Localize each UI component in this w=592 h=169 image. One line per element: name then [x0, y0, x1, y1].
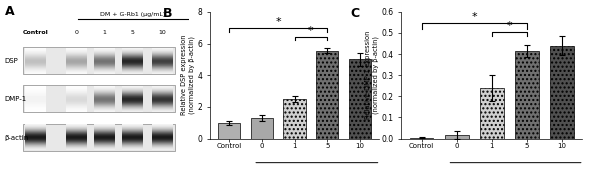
- Text: 0: 0: [75, 30, 79, 35]
- Text: *: *: [471, 12, 477, 22]
- Bar: [284, 99, 305, 139]
- Text: *: *: [275, 17, 281, 27]
- Bar: [445, 135, 468, 139]
- Bar: [24, 124, 175, 151]
- Text: DM + G-Rb1 (μg/mL): DM + G-Rb1 (μg/mL): [100, 12, 165, 17]
- Text: Control: Control: [22, 30, 49, 35]
- Text: C: C: [351, 7, 360, 20]
- Text: *: *: [506, 21, 512, 31]
- Bar: [515, 51, 539, 139]
- Bar: [218, 123, 240, 139]
- Bar: [24, 47, 175, 74]
- Bar: [550, 46, 574, 139]
- Text: 10: 10: [159, 30, 166, 35]
- Text: DSP: DSP: [5, 58, 18, 64]
- Text: 5: 5: [131, 30, 134, 35]
- Bar: [349, 59, 371, 139]
- Y-axis label: Relative DMP-1 expression
(normalized by β-actin): Relative DMP-1 expression (normalized by…: [365, 31, 379, 119]
- Bar: [410, 138, 433, 139]
- Y-axis label: Relative DSP expression
(normalized by β-actin): Relative DSP expression (normalized by β…: [181, 35, 195, 115]
- Bar: [24, 85, 175, 112]
- Text: *: *: [308, 26, 314, 36]
- Bar: [250, 118, 273, 139]
- Text: β-actin: β-actin: [5, 135, 29, 141]
- Text: 1: 1: [102, 30, 107, 35]
- Text: DMP-1: DMP-1: [5, 96, 27, 102]
- Text: B: B: [163, 7, 172, 20]
- Bar: [316, 51, 339, 139]
- Text: A: A: [5, 5, 14, 18]
- Bar: [480, 88, 504, 139]
